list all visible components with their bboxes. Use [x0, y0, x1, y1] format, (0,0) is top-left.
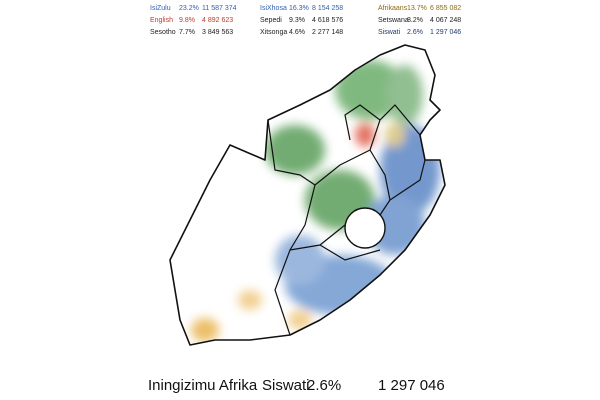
language-name: IsiXhosa [260, 5, 287, 12]
language-percent: 8.2% [407, 17, 423, 24]
legend: IsiZulu 23.2% 11 587 374 IsiXhosa 16.3% 8 154… [150, 5, 461, 36]
speaker-count: 6 855 082 [430, 5, 461, 12]
language-percent: 23.2% [179, 5, 199, 12]
speaker-count: 4 892 623 [202, 17, 233, 24]
language-percent: 4.6% [289, 29, 305, 36]
speaker-count: 3 849 563 [202, 29, 233, 36]
language-name: Xitsonga [260, 29, 287, 36]
language-percent: 2.6% [307, 377, 341, 394]
language-percent: 7.7% [179, 29, 195, 36]
language-name: Sesotho [150, 29, 176, 36]
language-name: Sepedi [260, 17, 282, 24]
province-border [344, 104, 421, 151]
language-name: Afrikaans [378, 5, 408, 12]
language-name: Siswati [378, 29, 401, 36]
language-name: English [150, 17, 173, 24]
speaker-count: 1 297 046 [430, 29, 461, 36]
language-percent: 9.8% [179, 17, 195, 24]
speaker-count: 11 587 374 [202, 5, 237, 12]
speaker-count: 4 067 248 [430, 17, 461, 24]
speaker-count: 4 618 576 [312, 17, 343, 24]
speaker-count: 2 277 148 [312, 29, 343, 36]
language-name: Setswana [378, 17, 409, 24]
language-density [191, 60, 440, 342]
speaker-count: 8 154 258 [312, 5, 343, 12]
language-percent: 13.7% [407, 5, 427, 12]
language-name: IsiZulu [150, 5, 171, 12]
province-border [267, 119, 316, 336]
country-name: Iningizimu Afrika [148, 377, 258, 394]
language-percent: 9.3% [289, 17, 305, 24]
province-border [319, 159, 426, 261]
language-name: Siswati [262, 377, 310, 394]
lesotho [344, 207, 386, 249]
language-percent: 16.3% [289, 5, 309, 12]
speaker-count: 1 297 046 [378, 377, 445, 394]
country-border [169, 44, 446, 346]
language-percent: 2.6% [407, 29, 423, 36]
footer: Iningizimu Afrika Siswati 2.6% 1 297 046 [148, 377, 445, 394]
